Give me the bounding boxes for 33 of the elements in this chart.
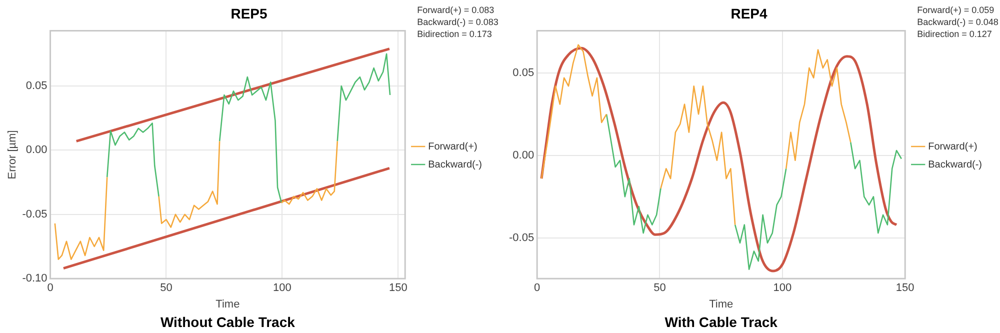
x-tick-label: 50 — [654, 282, 666, 294]
text: Backward(-) = 0.048 — [917, 16, 998, 27]
legend-label: Forward(+) — [428, 141, 478, 152]
y-tick-label: 0.00 — [26, 144, 48, 156]
x-tick-label: 150 — [896, 282, 914, 294]
line-series — [540, 46, 898, 272]
x-tick-label: 150 — [388, 282, 408, 294]
y-tick-label: -0.05 — [508, 232, 534, 244]
legend-label: Backward(-) — [928, 159, 982, 170]
legend-label: Forward(+) — [928, 141, 978, 152]
y-tick-label: -0.05 — [22, 208, 48, 220]
y-tick-label: -0.10 — [22, 272, 48, 285]
x-tick-label: 50 — [160, 282, 172, 294]
chart-title: REP5 — [230, 5, 268, 22]
text: With Cable Track — [664, 314, 778, 330]
text: Bidirection = 0.173 — [417, 28, 492, 39]
x-tick-label: 100 — [273, 282, 292, 294]
y-axis-title: Error [µm] — [6, 130, 19, 180]
x-axis-title: Time — [216, 298, 240, 310]
text: Backward(-) = 0.083 — [417, 16, 498, 27]
text: Forward(+) = 0.059 — [917, 4, 994, 15]
x-axis-title: Time — [709, 298, 734, 310]
legend-label: Backward(-) — [428, 159, 482, 170]
text: Without Cable Track — [160, 314, 296, 330]
chart-title: REP4 — [730, 5, 768, 22]
text: Forward(+) = 0.083 — [417, 4, 494, 15]
y-tick-label: 0.05 — [512, 66, 534, 79]
x-tick-label: 0 — [47, 282, 54, 294]
x-tick-label: 100 — [773, 282, 792, 294]
y-tick-label: 0.00 — [512, 149, 534, 162]
text: Bidirection = 0.127 — [917, 28, 992, 39]
y-tick-label: 0.05 — [26, 80, 48, 92]
x-tick-label: 0 — [534, 282, 540, 294]
